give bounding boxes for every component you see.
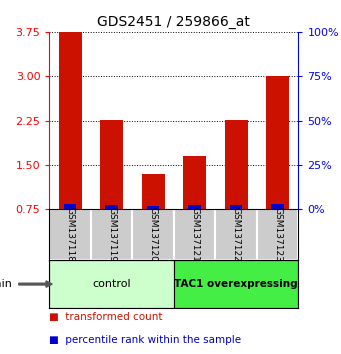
Text: ■  percentile rank within the sample: ■ percentile rank within the sample [49,335,241,344]
Text: GSM137121: GSM137121 [190,207,199,262]
Text: GSM137118: GSM137118 [66,207,75,262]
Bar [91,210,132,260]
Bar [257,210,298,260]
Bar [266,76,289,210]
Text: GSM137119: GSM137119 [107,207,116,262]
Bar [188,205,201,210]
Bar [100,120,123,210]
Text: GSM137122: GSM137122 [232,207,241,262]
Bar [64,204,76,210]
Text: ■  transformed count: ■ transformed count [49,312,163,321]
Text: GSM137123: GSM137123 [273,207,282,262]
Text: control: control [92,279,131,289]
Bar [132,210,174,260]
Text: GSM137120: GSM137120 [149,207,158,262]
Bar [147,206,160,210]
Text: TAC1 overexpressing: TAC1 overexpressing [174,279,298,289]
Bar [216,210,257,260]
Bar [49,260,174,308]
Bar [271,204,284,210]
Title: GDS2451 / 259866_at: GDS2451 / 259866_at [98,16,250,29]
Bar [183,156,206,210]
Bar [230,205,242,210]
Bar [142,174,165,210]
Bar [59,32,81,210]
Bar [225,120,248,210]
Text: strain: strain [0,279,12,289]
Bar [49,210,91,260]
Bar [105,205,118,210]
Bar [174,210,216,260]
Bar [174,260,298,308]
